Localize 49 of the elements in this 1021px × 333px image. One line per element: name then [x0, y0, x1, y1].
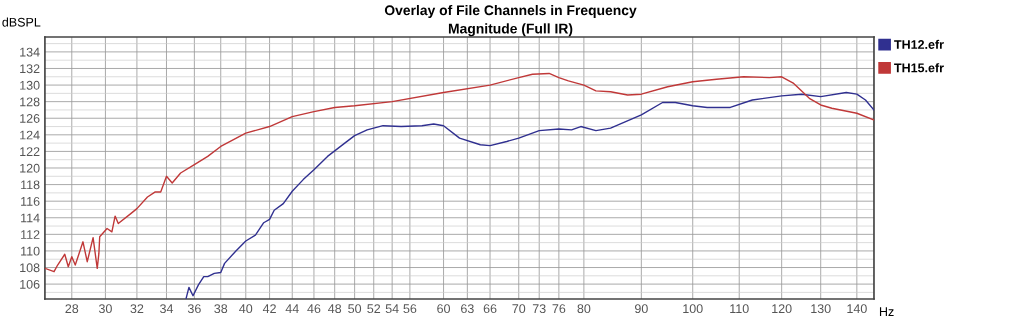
y-tick-label: 134	[20, 47, 40, 57]
x-tick-label: 60	[437, 304, 451, 314]
x-tick-label: 52	[367, 304, 381, 314]
legend-label: TH15.efr	[894, 63, 944, 73]
y-tick-label: 132	[20, 64, 40, 74]
x-tick-label: 54	[385, 304, 399, 314]
y-tick-label: 126	[20, 114, 40, 123]
x-tick-label: 34	[160, 304, 174, 314]
x-tick-label: 90	[634, 304, 648, 314]
legend-label: TH12.efr	[894, 39, 944, 49]
y-tick-label: 128	[20, 97, 40, 107]
x-tick-label: 46	[307, 304, 321, 314]
chart-subtitle: Magnitude (Full IR)	[448, 23, 573, 37]
y-tick-label: 106	[20, 279, 40, 289]
x-tick-label: 32	[130, 304, 144, 314]
x-tick-label: 42	[262, 304, 276, 313]
y-tick-label: 118	[21, 180, 40, 190]
y-axis-title: dBSPL	[2, 17, 41, 27]
y-tick-label: 116	[21, 196, 40, 206]
x-tick-label: 140	[847, 304, 867, 314]
y-tick-label: 130	[20, 80, 40, 90]
x-tick-label: 130	[811, 304, 831, 314]
x-tick-label: 36	[187, 304, 201, 314]
y-tick-label: 110	[21, 246, 40, 256]
y-tick-label: 108	[20, 263, 40, 273]
x-tick-label: 70	[512, 304, 526, 314]
y-tick-label: 112	[21, 230, 40, 239]
y-tick-label: 114	[21, 213, 40, 223]
y-tick-label: 124	[20, 130, 40, 140]
x-tick-label: 30	[98, 304, 112, 314]
x-tick-label: 73	[532, 304, 546, 314]
x-tick-label: 66	[483, 304, 497, 314]
x-tick-label: 38	[214, 304, 228, 314]
x-tick-label: 40	[239, 304, 253, 314]
chart-title: Overlay of File Channels in Frequency	[384, 5, 637, 18]
x-tick-label: 80	[577, 304, 591, 314]
x-tick-label: 76	[552, 304, 566, 314]
x-tick-label: 50	[348, 304, 362, 314]
x-axis-title: Hz	[879, 307, 894, 316]
x-tick-label: 48	[328, 304, 342, 314]
x-tick-label: 110	[730, 304, 749, 314]
x-tick-label: 100	[683, 304, 703, 314]
x-tick-label: 63	[461, 304, 474, 314]
y-tick-label: 120	[20, 163, 40, 173]
y-tick-label: 122	[20, 147, 40, 156]
x-tick-label: 44	[285, 304, 299, 313]
x-tick-label: 120	[772, 304, 792, 314]
x-tick-label: 56	[403, 304, 417, 314]
x-tick-label: 28	[65, 304, 79, 314]
